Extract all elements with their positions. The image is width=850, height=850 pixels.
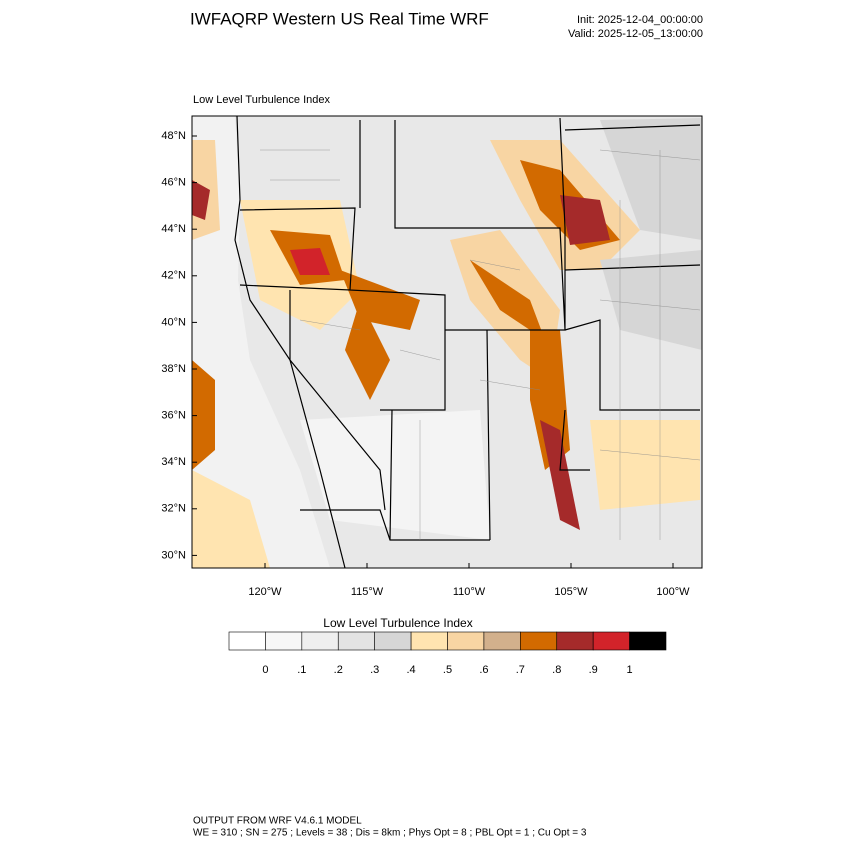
colorbar-label: .6 (479, 664, 488, 676)
colorbar-box (483, 631, 521, 651)
lon-label: 110°W (453, 586, 486, 598)
lat-label: 46°N (161, 177, 186, 189)
colorbar-box (592, 631, 630, 651)
title: IWFAQRP Western US Real Time WRF (190, 9, 489, 28)
lat-label: 34°N (161, 456, 186, 468)
map (191, 115, 703, 569)
colorbar-label: .5 (443, 664, 452, 676)
lat-label: 48°N (161, 130, 186, 142)
lon-label: 100°W (656, 586, 690, 598)
colorbar-box (228, 631, 266, 651)
colorbar-label: 0 (262, 664, 268, 676)
colorbar-box (410, 631, 448, 651)
colorbar-box (520, 631, 558, 651)
colorbar-label: .1 (297, 664, 306, 676)
colorbar-box (337, 631, 375, 651)
colorbar-box (447, 631, 485, 651)
colorbar-title: Low Level Turbulence Index (323, 616, 472, 630)
lon-label: 115°W (351, 586, 384, 598)
colorbar-box (374, 631, 412, 651)
lat-label: 38°N (161, 363, 186, 375)
map-subtitle: Low Level Turbulence Index (193, 94, 330, 106)
lat-label: 42°N (161, 270, 186, 282)
lat-label: 30°N (161, 549, 186, 561)
colorbar-label: .9 (589, 664, 598, 676)
footer-line: OUTPUT FROM WRF V4.6.1 MODEL (193, 816, 362, 827)
lat-label: 40°N (161, 316, 186, 328)
lon-label: 120°W (248, 586, 282, 598)
colorbar-box (556, 631, 594, 651)
colorbar-label: 1 (627, 664, 633, 676)
colorbar-label: .2 (334, 664, 343, 676)
colorbar-label: .8 (552, 664, 561, 676)
valid-time: Valid: 2025-12-05_13:00:00 (568, 28, 703, 40)
init-time: Init: 2025-12-04_00:00:00 (577, 14, 703, 26)
colorbar-box (265, 631, 303, 651)
colorbar-label: .7 (516, 664, 525, 676)
lat-label: 36°N (161, 410, 186, 422)
lat-label: 44°N (161, 223, 186, 235)
colorbar-label: .4 (406, 664, 415, 676)
colorbar-box (629, 631, 667, 651)
lon-label: 105°W (554, 586, 588, 598)
lat-label: 32°N (161, 503, 186, 515)
colorbar-label: .3 (370, 664, 379, 676)
footer-line: WE = 310 ; SN = 275 ; Levels = 38 ; Dis … (193, 828, 587, 839)
colorbar-box (301, 631, 339, 651)
